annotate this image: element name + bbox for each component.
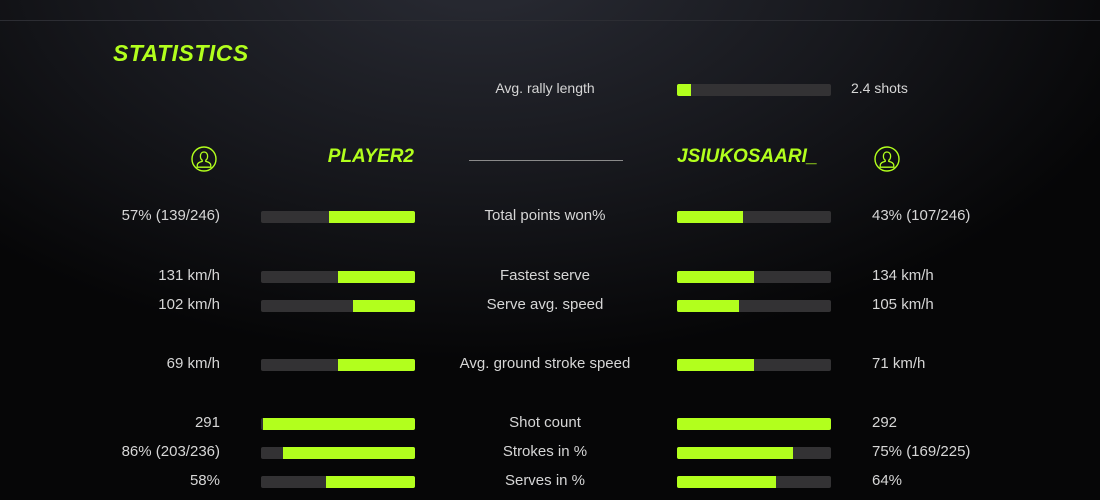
stat-left-bar	[261, 271, 415, 283]
player-right-name: JSIUKOSAARI_	[677, 146, 818, 167]
stat-right-bar	[677, 476, 831, 488]
stat-row: 102 km/h Serve avg. speed 105 km/h	[0, 296, 1100, 316]
stat-right-value: 75% (169/225)	[872, 443, 971, 460]
stat-left-value: 69 km/h	[166, 355, 220, 372]
stat-right-bar-fill	[677, 211, 744, 223]
stat-right-bar-fill	[677, 300, 739, 312]
stat-left-bar-fill	[325, 476, 415, 488]
stat-label: Avg. ground stroke speed	[459, 355, 631, 372]
stat-label: Total points won%	[484, 207, 606, 224]
stat-row: 131 km/h Fastest serve 134 km/h	[0, 267, 1100, 287]
stat-row: 86% (203/236) Strokes in % 75% (169/225)	[0, 443, 1100, 463]
stat-row: 291 Shot count 292	[0, 414, 1100, 434]
player-left-name: PLAYER2	[327, 146, 414, 167]
user-circle-icon	[191, 146, 217, 172]
stat-label: Serve avg. speed	[486, 296, 604, 313]
stat-label: Serves in %	[504, 472, 586, 489]
stat-right-bar	[677, 359, 831, 371]
stat-left-value: 86% (203/236)	[121, 443, 220, 460]
stat-label: Shot count	[509, 414, 581, 431]
stat-left-bar-fill	[262, 418, 415, 430]
stat-left-bar	[261, 418, 415, 430]
stat-right-bar	[677, 300, 831, 312]
rally-label: Avg. rally length	[495, 80, 595, 96]
stat-right-bar-fill	[677, 476, 776, 488]
stat-left-bar	[261, 476, 415, 488]
stat-left-bar-fill	[338, 271, 415, 283]
stat-row: 58% Serves in % 64%	[0, 472, 1100, 492]
stat-right-bar-fill	[677, 359, 754, 371]
stat-right-value: 292	[872, 414, 898, 431]
stat-row: 69 km/h Avg. ground stroke speed 71 km/h	[0, 355, 1100, 375]
stat-left-bar-fill	[282, 447, 415, 459]
stat-left-bar	[261, 211, 415, 223]
rally-value: 2.4 shots	[851, 80, 908, 96]
stat-right-bar	[677, 447, 831, 459]
stat-left-value: 57% (139/246)	[121, 207, 220, 224]
stat-left-bar	[261, 447, 415, 459]
stat-right-bar-fill	[677, 271, 754, 283]
rally-bar	[677, 84, 831, 96]
stat-left-value: 131 km/h	[158, 267, 220, 284]
stat-right-value: 71 km/h	[872, 355, 926, 372]
stat-right-bar	[677, 211, 831, 223]
stat-right-bar-fill	[677, 447, 793, 459]
stat-right-value: 64%	[872, 472, 903, 489]
stat-label: Fastest serve	[499, 267, 591, 284]
stat-right-bar	[677, 418, 831, 430]
stat-row: 57% (139/246) Total points won% 43% (107…	[0, 207, 1100, 227]
stat-right-value: 105 km/h	[872, 296, 934, 313]
stat-right-bar-fill	[677, 418, 831, 430]
rally-bar-fill	[677, 84, 691, 96]
header-divider	[469, 160, 623, 161]
stat-left-bar-fill	[328, 211, 415, 223]
stat-left-value: 58%	[189, 472, 220, 489]
stat-left-value: 291	[194, 414, 220, 431]
stat-right-value: 134 km/h	[872, 267, 934, 284]
stat-right-bar	[677, 271, 831, 283]
stat-left-value: 102 km/h	[158, 296, 220, 313]
stat-left-bar	[261, 300, 415, 312]
top-divider	[0, 20, 1100, 21]
stat-left-bar-fill	[338, 359, 415, 371]
stat-left-bar	[261, 359, 415, 371]
stat-label: Strokes in %	[502, 443, 588, 460]
stat-right-value: 43% (107/246)	[872, 207, 971, 224]
page-title: STATISTICS	[113, 40, 249, 66]
stat-left-bar-fill	[353, 300, 415, 312]
user-circle-icon	[874, 146, 900, 172]
rally-row: Avg. rally length 2.4 shots	[0, 80, 1100, 100]
